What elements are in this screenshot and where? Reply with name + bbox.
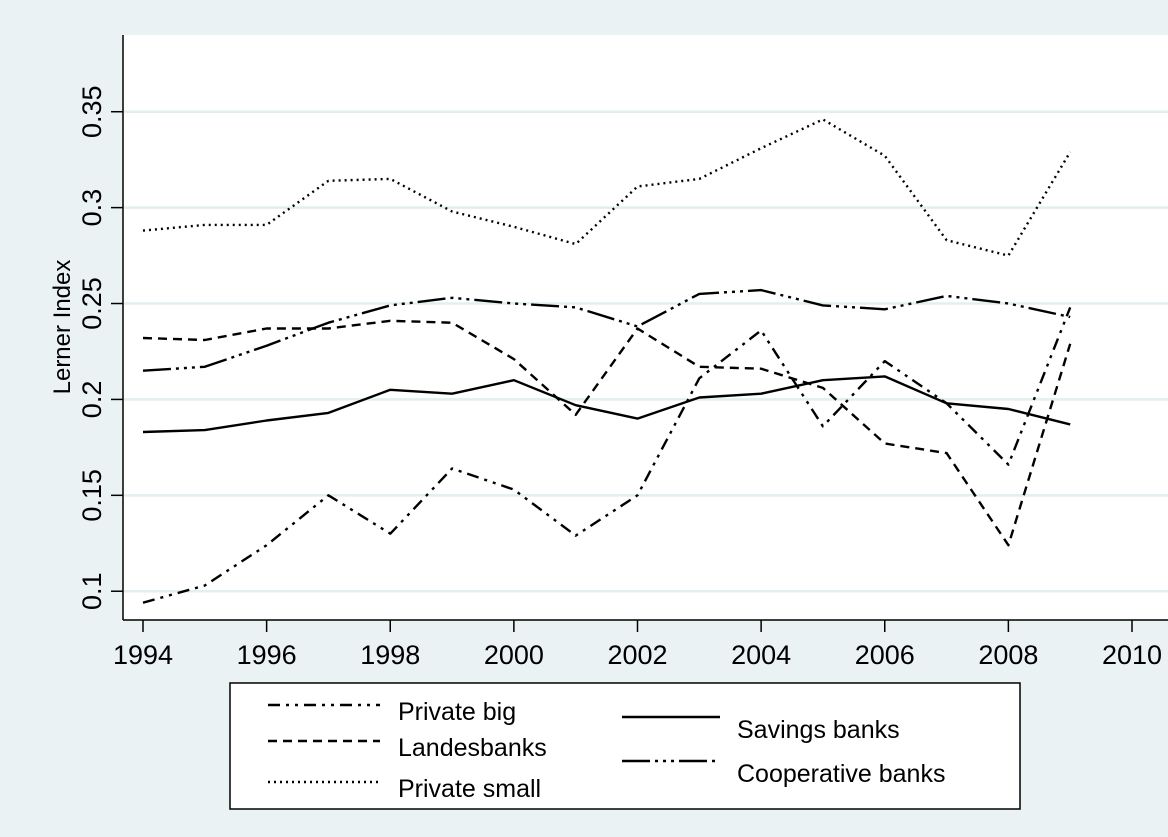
x-tick-label: 2000 <box>484 640 544 670</box>
y-ticks: 0.1 0.15 0.2 0.25 0.3 0.35 <box>77 85 123 610</box>
y-tick-label: 0.3 <box>77 189 107 227</box>
y-tick-label: 0.2 <box>77 381 107 419</box>
x-tick-label: 2010 <box>1102 640 1162 670</box>
series-line-landesbanks <box>142 319 1072 547</box>
y-axis-title: Lerner Index <box>49 260 76 395</box>
legend-label-savings-banks: Savings banks <box>737 716 900 744</box>
x-tick-label: 1994 <box>113 640 173 670</box>
y-tick-label: 0.35 <box>77 85 107 138</box>
series-lines <box>142 118 1072 604</box>
x-tick-label: 1996 <box>237 640 297 670</box>
legend-label-landesbanks: Landesbanks <box>398 734 547 762</box>
x-tick-label: 2004 <box>731 640 791 670</box>
legend-label-cooperative-banks: Cooperative banks <box>737 760 945 788</box>
series-line-private-big <box>142 306 1072 604</box>
legend-label-private-small: Private small <box>398 775 541 803</box>
legend-label-private-big: Private big <box>398 698 516 726</box>
x-tick-label: 2006 <box>855 640 915 670</box>
series-line-savings-banks <box>142 375 1071 434</box>
y-tick-label: 0.25 <box>77 277 107 330</box>
x-tick-label: 2002 <box>607 640 667 670</box>
legend-box <box>229 682 1021 810</box>
x-tick-label: 1998 <box>360 640 420 670</box>
y-tick-label: 0.15 <box>77 469 107 522</box>
x-tick-label: 2008 <box>978 640 1038 670</box>
gridlines <box>124 110 1168 593</box>
legend: Private big Landesbanks Private small Savin… <box>268 698 945 803</box>
x-ticks: 1994 1996 1998 2000 2002 2004 2006 2008 2010 <box>113 620 1162 670</box>
y-tick-label: 0.1 <box>77 572 107 610</box>
series-line-cooperative-banks <box>142 288 1071 372</box>
